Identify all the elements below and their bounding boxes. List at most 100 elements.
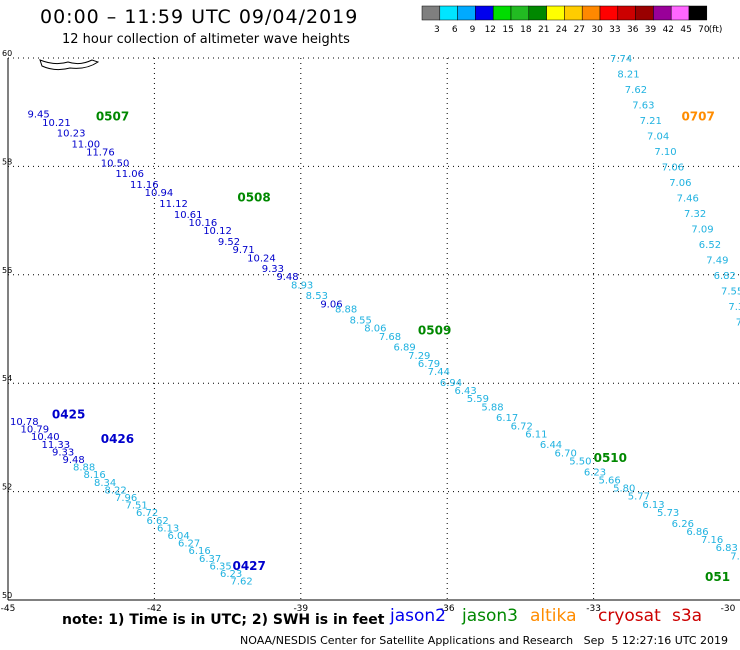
colorbar-label: 12 [485, 25, 496, 35]
wave-height-value: 5.59 [467, 394, 489, 405]
wave-height-value: 7.62 [231, 577, 253, 588]
wave-height-value: 10.79 [21, 425, 50, 436]
legend-jason2: jason2 [390, 606, 446, 626]
pass-time-label: 0508 [237, 191, 270, 205]
wave-height-value: 6.23 [220, 569, 242, 580]
wave-height-value: 6.35 [210, 561, 232, 572]
wave-height-value: 10.23 [57, 129, 86, 140]
y-tick-label: 52 [2, 483, 12, 492]
pass-time-label: 0426 [101, 432, 134, 446]
pass-time-label: 0510 [594, 451, 627, 465]
colorbar-swatch [688, 5, 708, 21]
colorbar-label: 70 [698, 25, 710, 35]
wave-height-value: 7. [736, 318, 740, 329]
wave-height-value: 7.16 [701, 535, 723, 546]
x-tick-label: -39 [293, 604, 308, 614]
wave-height-value: 5.80 [613, 484, 635, 495]
wave-height-value: 10.78 [10, 417, 39, 428]
wave-height-value: 6.44 [540, 440, 562, 451]
note-text: note: 1) Time is in UTC; 2) SWH is in fe… [62, 612, 385, 628]
wave-height-value: 6.26 [672, 519, 694, 530]
wave-height-value: 7.62 [625, 85, 647, 96]
wave-height-value: 6.27 [178, 539, 200, 550]
colorbar-label: 45 [680, 25, 691, 35]
x-tick-label: -45 [1, 604, 16, 614]
wave-height-value: 11.33 [42, 440, 71, 451]
wave-height-value: 10.61 [174, 210, 203, 221]
y-tick-label: 56 [2, 266, 12, 275]
wave-height-value: 7.96 [115, 493, 137, 504]
wave-height-value: 6.72 [136, 508, 158, 519]
wave-height-value: 8.88 [73, 463, 95, 474]
colorbar-label: 33 [609, 25, 620, 35]
wave-height-value: 6.83 [716, 543, 738, 554]
wave-height-value: 7.44 [428, 367, 450, 378]
wave-height-value: 11.76 [86, 148, 115, 159]
wave-height-value: 9.06 [320, 299, 342, 310]
wave-height-value: 6.79 [418, 359, 440, 370]
wave-height-value: 8.22 [105, 485, 127, 496]
x-tick-label: -30 [721, 604, 736, 614]
y-tick-label: 58 [2, 157, 12, 166]
wave-height-value: 9.52 [218, 237, 240, 248]
wave-height-value: 11.06 [115, 169, 144, 180]
wave-height-value: 8.55 [350, 316, 372, 327]
pass-time-label: 0425 [52, 407, 85, 421]
colorbar-label: 36 [627, 25, 639, 35]
wave-height-value: 9.71 [232, 245, 254, 256]
colorbar-label: 39 [645, 25, 657, 35]
wave-height-value: 11.00 [71, 139, 100, 150]
wave-height-value: 7.39 [730, 551, 740, 562]
y-tick-label: 50 [2, 591, 12, 600]
wave-height-value: 7.3 [728, 302, 740, 313]
wave-height-value: 6.62 [147, 516, 169, 527]
wave-height-value: 6.82 [714, 271, 736, 282]
legend-jason3: jason3 [462, 606, 518, 626]
wave-height-value: 6.11 [525, 429, 547, 440]
wave-height-value: 6.16 [189, 546, 211, 557]
wave-height-value: 5.77 [628, 492, 650, 503]
wave-height-value: 6.94 [440, 378, 462, 389]
wave-height-value: 7.04 [647, 132, 669, 143]
colorbar-label: 21 [538, 25, 549, 35]
legend-altika: altika [530, 606, 577, 626]
x-tick-label: -36 [440, 604, 455, 614]
wave-height-value: 6.70 [555, 448, 577, 459]
coastline [39, 59, 100, 71]
wave-height-value: 8.88 [335, 305, 357, 316]
wave-height-value: 6.13 [642, 500, 664, 511]
colorbar-label: 18 [520, 25, 532, 35]
pass-time-label: 0707 [681, 109, 714, 123]
wave-height-value: 6.23 [584, 467, 606, 478]
y-tick-label: 60 [2, 49, 12, 58]
colorbar-label: 6 [452, 25, 458, 35]
wave-height-value: 9.33 [52, 447, 74, 458]
colorbar-label: 24 [556, 25, 568, 35]
wave-height-value: 9.48 [63, 455, 85, 466]
wave-height-value: 10.21 [42, 118, 71, 129]
wave-height-value: 7.09 [691, 225, 713, 236]
colorbar: 3 6 9 12 15 18 21 24 27 30 33 36 39 42 45 70 (ft) [421, 5, 723, 35]
wave-height-value: 6.72 [511, 421, 533, 432]
y-tick-label: 54 [2, 374, 12, 383]
wave-height-value: 10.24 [247, 253, 276, 264]
wave-height-value: 7.10 [654, 147, 676, 158]
colorbar-label: 3 [434, 25, 440, 35]
wave-height-value: 7.32 [684, 209, 706, 220]
pass-time-label: 0427 [232, 559, 265, 573]
wave-height-value: 10.40 [31, 432, 60, 443]
wave-height-value: 9.48 [276, 272, 298, 283]
legend-cryosat: cryosat [598, 606, 661, 626]
wave-height-value: 7.55 [721, 287, 740, 298]
colorbar-unit: (ft) [709, 25, 723, 35]
colorbar-label: 15 [502, 25, 513, 35]
wave-height-value: 5.50 [569, 457, 591, 468]
colorbar-label: 42 [663, 25, 674, 35]
colorbar-label: 30 [591, 25, 603, 35]
wave-height-value: 11.16 [130, 180, 159, 191]
wave-height-value: 10.12 [203, 226, 232, 237]
wave-height-value: 7.06 [669, 178, 691, 189]
wave-height-value: 11.12 [159, 199, 188, 210]
wave-height-value: 8.53 [306, 291, 328, 302]
